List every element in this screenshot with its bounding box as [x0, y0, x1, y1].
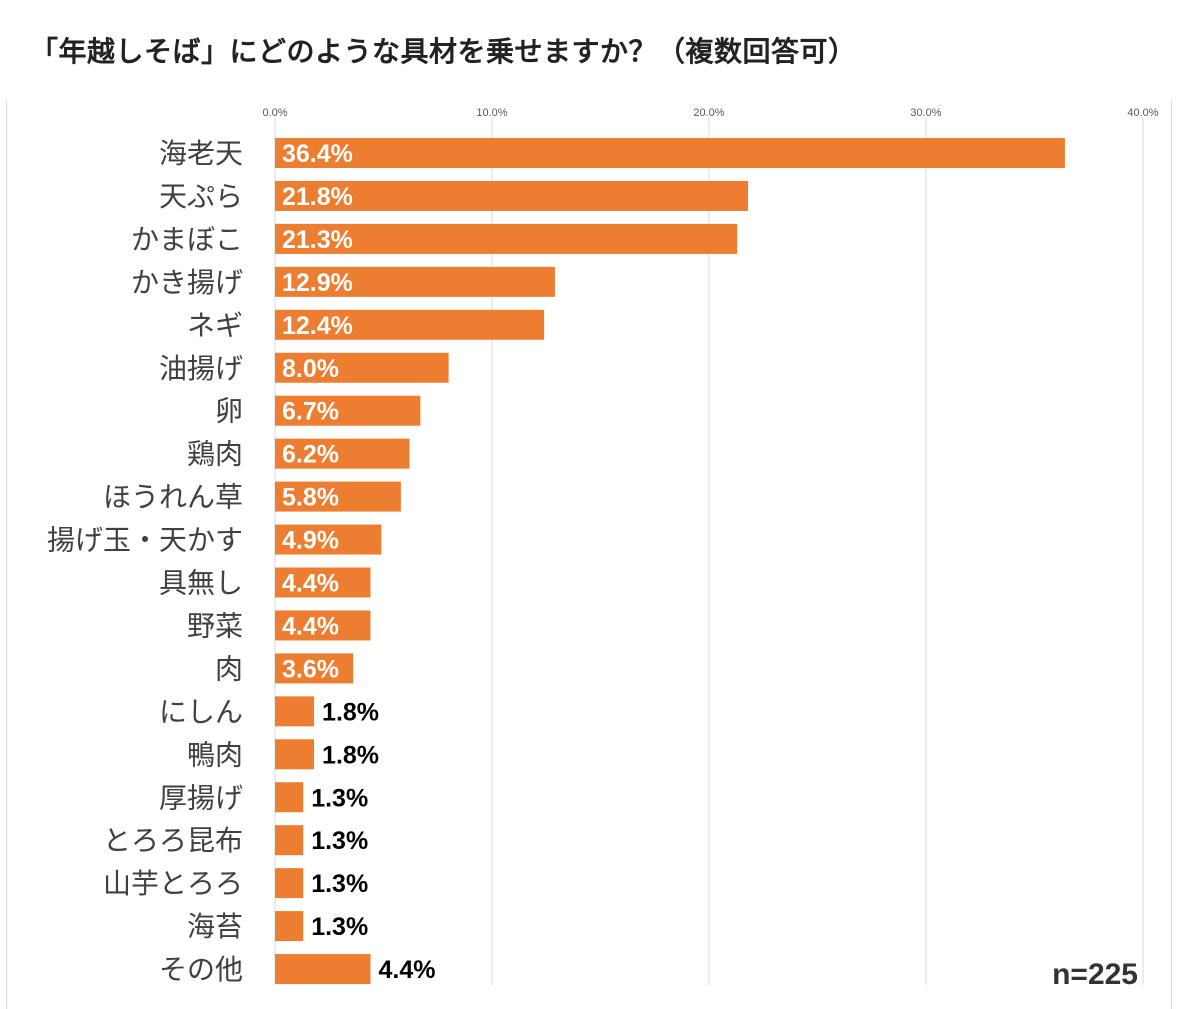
bar: [275, 309, 545, 340]
bar: [275, 782, 304, 813]
category-label: 海苔: [187, 910, 243, 943]
category-label: ほうれん草: [103, 481, 243, 514]
bar: [275, 739, 315, 770]
category-label: 野菜: [187, 609, 243, 642]
frame-left-border: [6, 100, 7, 1009]
category-label: にしん: [159, 695, 243, 728]
category-label: かまぼこ: [131, 223, 243, 256]
category-label: その他: [159, 953, 243, 986]
value-label: 6.2%: [282, 441, 339, 469]
category-label: 鴨肉: [187, 738, 243, 771]
value-label: 4.4%: [282, 612, 339, 640]
value-label: 3.6%: [282, 655, 339, 683]
bar: [275, 481, 401, 512]
bar: [275, 524, 382, 555]
value-label: 36.4%: [282, 140, 353, 168]
bar: [275, 138, 1065, 168]
bar: [275, 610, 371, 641]
value-label: 4.4%: [282, 570, 339, 598]
bar: [275, 825, 304, 856]
value-label: 12.9%: [282, 269, 353, 297]
value-label: 21.8%: [282, 183, 353, 211]
bar: [275, 696, 315, 727]
value-label: 8.0%: [282, 355, 339, 383]
value-label: 21.3%: [282, 226, 353, 254]
value-label: 1.3%: [311, 827, 368, 855]
bars: [275, 138, 1065, 985]
bar: [275, 352, 449, 383]
category-label: 油揚げ: [159, 352, 243, 385]
category-label: 肉: [215, 652, 243, 685]
value-label: 6.7%: [282, 398, 339, 426]
category-label: 卵: [215, 395, 243, 428]
x-tick-label: 10.0%: [476, 107, 507, 119]
bar: [275, 911, 304, 942]
x-tick-label: 0.0%: [262, 107, 287, 119]
value-label: 1.8%: [322, 698, 379, 726]
value-label: 1.3%: [311, 913, 368, 941]
bar: [275, 266, 555, 297]
value-labels: 36.4% 21.8% 21.3% 12.9% 12.4% 8.0% 6.7% 6.2% 5.8…: [282, 140, 435, 984]
value-label: 1.8%: [322, 741, 379, 769]
category-labels: 海老天天ぷらかまぼこかき揚げネギ油揚げ卵鶏肉ほうれん草揚げ玉・天かす具無し野菜肉…: [47, 137, 243, 986]
frame-right-border: [1171, 100, 1172, 1009]
category-label: 鶏肉: [187, 438, 243, 471]
value-label: 4.9%: [282, 527, 339, 555]
value-label: 12.4%: [282, 312, 353, 340]
value-label: 1.3%: [311, 784, 368, 812]
value-label: 1.3%: [311, 870, 368, 898]
category-label: 天ぷら: [159, 180, 243, 213]
bar: [275, 438, 410, 469]
category-label: 揚げ玉・天かす: [47, 524, 243, 557]
value-label: 5.8%: [282, 484, 339, 512]
bar: [275, 653, 354, 684]
chart-title: 「年越しそば」にどのような具材を乗せますか？（複数回答可）: [30, 35, 857, 68]
bar: [275, 223, 738, 254]
category-label: 山芋とろろ: [103, 867, 243, 900]
bar: [275, 395, 421, 426]
category-label: 具無し: [159, 567, 243, 600]
x-tick-label: 30.0%: [910, 107, 941, 119]
category-label: 海老天: [159, 137, 243, 170]
x-tick-label: 40.0%: [1127, 107, 1158, 119]
x-tick-labels: 0.0% 10.0% 20.0% 30.0% 40.0%: [262, 107, 1158, 119]
bar: [275, 180, 749, 211]
category-label: とろろ昆布: [103, 824, 243, 857]
sample-size-label: n=225: [1052, 958, 1138, 991]
category-label: かき揚げ: [131, 266, 243, 299]
bar: [275, 567, 371, 598]
category-label: 厚揚げ: [159, 781, 243, 814]
bar: [275, 868, 304, 899]
value-label: 4.4%: [378, 956, 435, 984]
x-tick-label: 20.0%: [693, 107, 724, 119]
bar: [275, 954, 371, 985]
category-label: ネギ: [187, 309, 243, 342]
